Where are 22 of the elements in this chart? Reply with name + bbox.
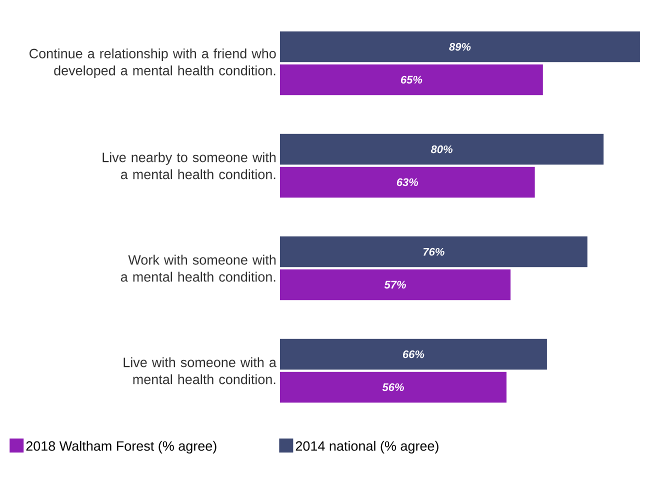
data-label: 65%	[400, 76, 422, 84]
y-tick-label: Live with someone with a mental health condition.	[124, 357, 276, 384]
y-tick-label: Live nearby to someone with a mental health condition.	[102, 152, 276, 180]
data-label: 89%	[449, 42, 471, 51]
bar	[280, 236, 588, 268]
y-tick-label: Continue a relationship with a friend who developed a mental health condition.	[30, 48, 276, 78]
data-label: 80%	[430, 145, 452, 154]
bar	[280, 31, 640, 62]
data-label: 56%	[382, 383, 404, 392]
bar	[280, 134, 604, 165]
bar	[280, 166, 535, 198]
bar	[280, 269, 511, 300]
y-tick-label: Work with someone with a mental health condition.	[120, 254, 276, 282]
legend-label: 2018 Waltham Forest (% agree)	[26, 440, 216, 454]
data-label: 76%	[423, 248, 444, 256]
legend-label: 2014 national (% agree)	[296, 440, 438, 454]
data-label: 63%	[396, 178, 418, 186]
data-label: 66%	[402, 350, 424, 358]
bar	[280, 372, 507, 403]
data-label: 57%	[384, 280, 406, 289]
bar	[280, 338, 547, 370]
bar	[280, 64, 543, 96]
